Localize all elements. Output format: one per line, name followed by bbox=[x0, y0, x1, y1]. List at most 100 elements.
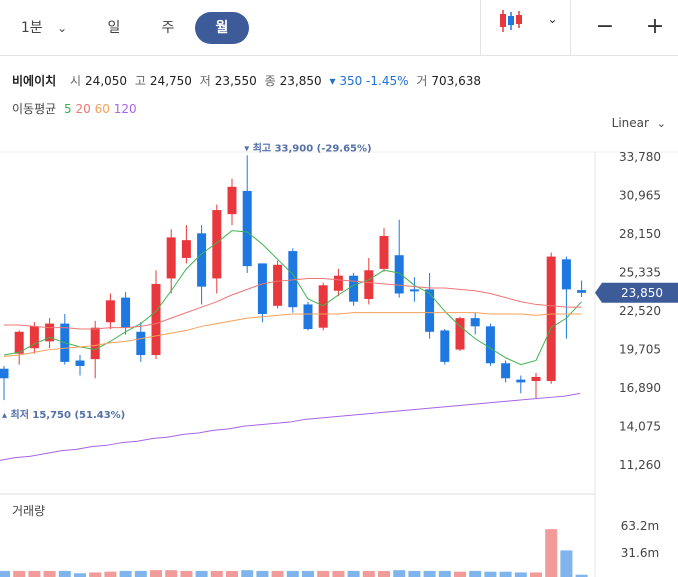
candle-body bbox=[318, 285, 328, 328]
moving-average-legend[interactable]: 이동평균 5 20 60 120 bbox=[12, 100, 137, 117]
candle-body bbox=[516, 379, 526, 383]
volume-bar bbox=[28, 570, 41, 577]
candle-body bbox=[546, 256, 556, 382]
candle bbox=[75, 355, 85, 376]
toolbar-divider bbox=[480, 0, 481, 55]
candle-body bbox=[227, 186, 237, 215]
close-label: 종 bbox=[264, 74, 276, 88]
tab-month[interactable]: 월 bbox=[195, 12, 249, 44]
moving-average-lines bbox=[0, 230, 582, 461]
candle bbox=[303, 301, 313, 331]
candle-body bbox=[485, 326, 495, 364]
chart-type-button[interactable]: ⌄ bbox=[492, 10, 562, 44]
volume-label: 거 bbox=[416, 74, 428, 88]
price-tick-label: 25,335 bbox=[619, 266, 661, 280]
candle bbox=[394, 219, 404, 298]
candle-body bbox=[0, 368, 9, 379]
ma60-label: 60 bbox=[94, 102, 110, 116]
candle bbox=[136, 322, 146, 362]
ma5-label: 5 bbox=[64, 102, 72, 116]
candle bbox=[485, 323, 495, 366]
candle bbox=[546, 252, 556, 384]
candle-body bbox=[501, 363, 511, 379]
tab-day[interactable]: 일 bbox=[92, 12, 136, 44]
volume-title: 거래량 bbox=[12, 504, 46, 518]
volume-bar bbox=[362, 570, 375, 577]
candle-body bbox=[455, 318, 465, 350]
candle bbox=[379, 227, 389, 272]
volume-value: 703,638 bbox=[431, 74, 482, 88]
plus-icon: + bbox=[645, 14, 665, 39]
volume-bar bbox=[89, 572, 102, 577]
volume-bar bbox=[119, 570, 132, 577]
volume-bar bbox=[226, 570, 238, 577]
zoom-in-button[interactable]: + bbox=[635, 10, 675, 44]
candle bbox=[425, 272, 435, 339]
candle bbox=[242, 155, 252, 273]
scale-dropdown[interactable]: Linear ⌄ bbox=[612, 116, 666, 130]
candle-body bbox=[166, 237, 176, 279]
volume-bar bbox=[180, 570, 193, 577]
candle-body bbox=[273, 264, 283, 306]
zoom-out-button[interactable]: − bbox=[585, 10, 625, 44]
candle bbox=[470, 312, 480, 335]
candle-body bbox=[151, 283, 161, 356]
change-value: ▾ 350 -1.45% bbox=[329, 74, 409, 88]
price-tick-label: 14,075 bbox=[619, 420, 661, 434]
candle bbox=[151, 270, 161, 360]
candle-body bbox=[29, 326, 39, 349]
volume-bar bbox=[165, 570, 178, 577]
tab-day-label: 일 bbox=[107, 20, 121, 36]
candle bbox=[166, 229, 176, 294]
candle bbox=[105, 293, 115, 330]
volume-bar bbox=[43, 570, 56, 577]
price-tick-label: 33,780 bbox=[619, 150, 661, 164]
candle-body bbox=[121, 297, 131, 328]
high-label: 고 bbox=[134, 74, 146, 88]
candle-body bbox=[242, 190, 252, 267]
chart-annotations: ▾ 최고 33,900 (-29.65%) ▴ 최저 15,750 (51.43%… bbox=[2, 141, 678, 421]
candlesticks bbox=[0, 155, 587, 401]
ma20-line bbox=[4, 277, 582, 330]
volume-bar bbox=[484, 571, 497, 577]
price-tick-label: 28,150 bbox=[619, 227, 661, 241]
candlestick-icon bbox=[500, 10, 523, 32]
ma20-label: 20 bbox=[75, 102, 91, 116]
candle-body bbox=[349, 275, 359, 302]
candle bbox=[227, 178, 237, 226]
candle-body bbox=[212, 210, 222, 279]
volume-bar bbox=[286, 570, 299, 577]
grid-lines bbox=[0, 151, 678, 577]
candle-body bbox=[105, 300, 115, 323]
candle bbox=[349, 272, 359, 306]
candle-body bbox=[531, 376, 541, 382]
candle bbox=[318, 282, 328, 331]
price-tick-label: 22,520 bbox=[619, 304, 661, 318]
volume-bar bbox=[13, 570, 26, 577]
candle-body bbox=[577, 290, 587, 293]
candle bbox=[181, 225, 191, 264]
volume-bar bbox=[530, 572, 542, 577]
price-summary: 비에이치 시 24,050 고 24,750 저 23,550 종 23,850 ▾ 3… bbox=[12, 72, 485, 89]
candle bbox=[212, 204, 222, 294]
volume-bar bbox=[241, 570, 254, 577]
candle bbox=[0, 365, 9, 401]
chevron-down-icon: ⌄ bbox=[57, 21, 68, 35]
interval-dropdown[interactable]: 1분 ⌄ bbox=[14, 12, 74, 44]
stock-name: 비에이치 bbox=[12, 74, 57, 88]
candle-body bbox=[90, 327, 100, 360]
high-value: 24,750 bbox=[149, 74, 192, 88]
ma-label: 이동평균 bbox=[12, 102, 57, 116]
candle bbox=[561, 256, 571, 339]
candle bbox=[197, 225, 207, 305]
volume-bar bbox=[271, 570, 284, 577]
high-annotation: ▾ 최고 33,900 (-29.65%) bbox=[244, 141, 371, 154]
current-price-badge bbox=[595, 282, 678, 303]
candle-body bbox=[257, 263, 267, 315]
low-value: 23,550 bbox=[214, 74, 257, 88]
tab-week[interactable]: 주 bbox=[146, 12, 190, 44]
toolbar-divider bbox=[570, 0, 571, 55]
candle bbox=[455, 316, 465, 351]
volume-bar bbox=[393, 570, 406, 577]
